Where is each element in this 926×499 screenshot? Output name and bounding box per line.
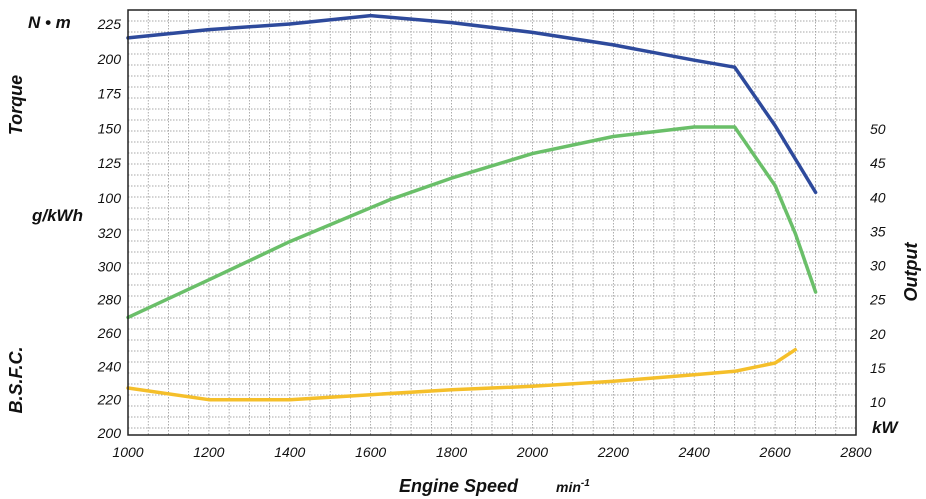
x-tick-label: 1400 — [274, 444, 305, 460]
bsfc-tick-label: 300 — [98, 258, 122, 274]
x-axis-label: Engine Speed — [399, 476, 519, 496]
grid-lines — [128, 10, 856, 435]
x-tick-label: 1000 — [112, 444, 143, 460]
bsfc-tick-label: 260 — [97, 325, 122, 341]
x-axis-unit-exponent: -1 — [581, 478, 590, 489]
output-tick-label: 25 — [869, 292, 886, 308]
x-axis-unit: min-1 — [556, 478, 590, 495]
output-curve — [128, 127, 816, 317]
output-tick-label: 45 — [870, 155, 886, 171]
x-tick-label: 2600 — [759, 444, 791, 460]
tick-labels: 1000 1200 1400 1600 1800 2000 2200 2400 2600 2800… — [97, 16, 886, 460]
x-tick-label: 2000 — [516, 444, 548, 460]
torque-tick-label: 100 — [98, 190, 122, 206]
torque-tick-label: 150 — [98, 120, 122, 136]
x-tick-label: 1200 — [193, 444, 224, 460]
x-tick-label: 2800 — [839, 444, 871, 460]
output-tick-label: 20 — [869, 326, 886, 342]
output-unit-label: kW — [872, 418, 899, 437]
output-axis-label: Output — [901, 242, 921, 302]
output-tick-label: 35 — [870, 223, 886, 239]
x-tick-label: 2200 — [597, 444, 629, 460]
bsfc-tick-label: 240 — [97, 358, 122, 374]
bsfc-tick-label: 220 — [97, 392, 122, 408]
torque-tick-label: 225 — [97, 16, 122, 32]
x-tick-label: 1800 — [436, 444, 467, 460]
bsfc-unit-label: g/kWh — [31, 206, 83, 225]
x-tick-label: 1600 — [355, 444, 386, 460]
output-tick-label: 10 — [870, 394, 886, 410]
bsfc-tick-label: 280 — [97, 292, 122, 308]
output-tick-label: 15 — [870, 360, 886, 376]
torque-unit-label: N • m — [28, 13, 71, 32]
torque-tick-label: 125 — [98, 155, 122, 171]
x-axis-unit-base: min — [556, 479, 581, 495]
output-tick-label: 30 — [870, 258, 886, 274]
bsfc-axis-label: B.S.F.C. — [6, 346, 26, 413]
bsfc-tick-label: 200 — [97, 425, 122, 441]
bsfc-tick-label: 320 — [98, 225, 122, 241]
output-tick-label: 40 — [870, 189, 886, 205]
output-tick-label: 50 — [870, 121, 886, 137]
bsfc-curve — [128, 350, 795, 400]
torque-tick-label: 200 — [97, 51, 122, 67]
torque-tick-label: 175 — [98, 86, 122, 102]
torque-axis-label: Torque — [6, 75, 26, 135]
x-tick-label: 2400 — [678, 444, 710, 460]
